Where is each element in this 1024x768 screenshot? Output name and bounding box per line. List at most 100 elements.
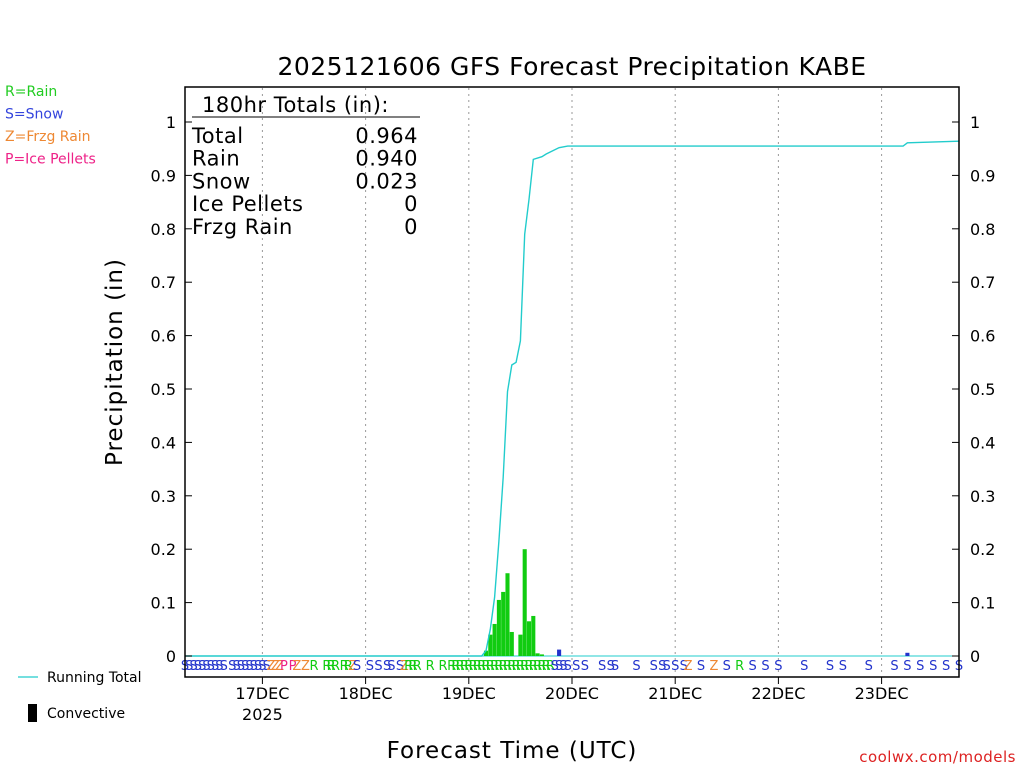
totals-box: 180hr Totals (in): Total 0.964 Rain 0.940 Sn… — [191, 93, 420, 239]
precip-type-letter: R — [413, 659, 422, 674]
precip-type-legend-item: R=Rain — [5, 84, 57, 100]
y-tick-label: 0.2 — [151, 540, 176, 559]
precip-type-letter: R — [404, 659, 413, 674]
y-tick-label: 0.4 — [151, 433, 176, 452]
precip-type-letter: S — [903, 659, 911, 674]
precip-type-letter: S — [611, 659, 619, 674]
precip-bar — [539, 654, 544, 656]
precip-type-letter: S — [241, 659, 249, 674]
running-total-legend-label: Running Total — [47, 670, 142, 686]
precip-type-letter: R — [507, 659, 516, 674]
precip-type-letter: S — [748, 659, 756, 674]
y-tick-label: 0.7 — [151, 273, 176, 292]
y-tick-label: 0.3 — [151, 487, 176, 506]
precip-type-letter: S — [761, 659, 769, 674]
totals-row-value: 0.940 — [355, 147, 418, 171]
precip-type-letter: S — [215, 659, 223, 674]
precip-type-letter: R — [451, 659, 460, 674]
precip-type-letter: R — [735, 659, 744, 674]
precip-type-letter: S — [220, 659, 228, 674]
precip-type-letter: S — [598, 659, 606, 674]
precip-type-letter: S — [671, 659, 679, 674]
y-tick-label: 0.3 — [970, 487, 995, 506]
totals-row-value: 0.964 — [355, 124, 418, 148]
precip-type-letter: P — [289, 659, 297, 674]
precip-type-letter: R — [331, 659, 340, 674]
precip-type-letter: R — [322, 659, 331, 674]
precip-type-letter: R — [309, 659, 318, 674]
chart-title: 2025121606 GFS Forecast Precipitation KA… — [277, 52, 866, 81]
precip-type-letter: R — [464, 659, 473, 674]
totals-row-label: Total — [191, 124, 244, 148]
precip-bar — [505, 573, 510, 656]
y-tick-label: 0.5 — [151, 380, 176, 399]
precip-type-letter: S — [581, 659, 589, 674]
precip-type-letter: S — [396, 659, 404, 674]
precip-type-letter: R — [537, 659, 546, 674]
precip-type-letter: Z — [292, 659, 301, 674]
x-tick-sublabel: 2025 — [242, 705, 283, 724]
precip-type-letter: S — [697, 659, 705, 674]
y-tick-label: 0.1 — [970, 594, 995, 613]
precip-type-letter: R — [529, 659, 538, 674]
precip-type-letter: R — [490, 659, 499, 674]
precip-bar — [501, 591, 506, 656]
y-tick-label: 0.1 — [151, 594, 176, 613]
precip-type-letter: S — [237, 659, 245, 674]
precip-type-letter: R — [503, 659, 512, 674]
precip-type-letter: R — [520, 659, 529, 674]
precip-type-letter: S — [929, 659, 937, 674]
precip-type-letter: Z — [301, 659, 310, 674]
y-tick-label: 0.8 — [970, 220, 995, 239]
precip-type-letter: R — [438, 659, 447, 674]
precip-type-letter: R — [469, 659, 478, 674]
precip-type-letter: R — [340, 659, 349, 674]
precip-type-letter: R — [486, 659, 495, 674]
gridlines — [185, 88, 959, 676]
x-tick-label: 22DEC — [751, 684, 805, 703]
precip-bar — [488, 634, 493, 656]
precip-bar — [905, 652, 910, 656]
x-tick-label: 17DEC — [235, 684, 289, 703]
precip-type-letter: S — [551, 659, 559, 674]
precip-type-letter: S — [383, 659, 391, 674]
y-tick-label: 0.6 — [970, 327, 995, 346]
precip-type-letter: R — [447, 659, 456, 674]
precip-bars — [483, 549, 910, 656]
x-tick-label: 18DEC — [339, 684, 393, 703]
convective-legend-label: Convective — [47, 706, 125, 722]
precip-bar — [518, 634, 523, 656]
precip-type-letter: R — [477, 659, 486, 674]
precip-type-letter: R — [542, 659, 551, 674]
totals-row-value: 0.023 — [355, 169, 418, 193]
y-tick-label: 0.7 — [970, 273, 995, 292]
precip-type-letter: S — [258, 659, 266, 674]
precip-type-legend: R=Rain S=Snow Z=Frzg Rain P=Ice Pellets — [5, 84, 96, 168]
precip-type-letter: R — [512, 659, 521, 674]
precip-bar — [509, 631, 514, 656]
totals-row-label: Snow — [192, 169, 251, 193]
precip-type-legend-item: P=Ice Pellets — [5, 152, 96, 168]
precip-type-letter: R — [494, 659, 503, 674]
precip-type-letter: Z — [684, 659, 693, 674]
precip-type-letter: Z — [400, 659, 409, 674]
precip-type-letter: Z — [709, 659, 718, 674]
y-tick-label: 0.9 — [151, 166, 176, 185]
precip-type-letter: S — [826, 659, 834, 674]
precip-type-letter: R — [516, 659, 525, 674]
y-axis-label: Precipitation (in) — [102, 258, 128, 466]
precip-type-letter: S — [572, 659, 580, 674]
y-tick-label: 0.8 — [151, 220, 176, 239]
precip-type-letter: S — [245, 659, 253, 674]
precip-type-letter: S — [250, 659, 258, 674]
y-tick-label: 0 — [166, 647, 176, 666]
precip-type-letter: S — [198, 659, 206, 674]
precip-type-legend-item: Z=Frzg Rain — [5, 129, 91, 145]
y-tick-label: 0.4 — [970, 433, 995, 452]
precip-bar — [522, 549, 527, 656]
precip-type-letter: R — [524, 659, 533, 674]
precip-type-legend-item: S=Snow — [5, 107, 63, 123]
precip-type-letter: R — [473, 659, 482, 674]
